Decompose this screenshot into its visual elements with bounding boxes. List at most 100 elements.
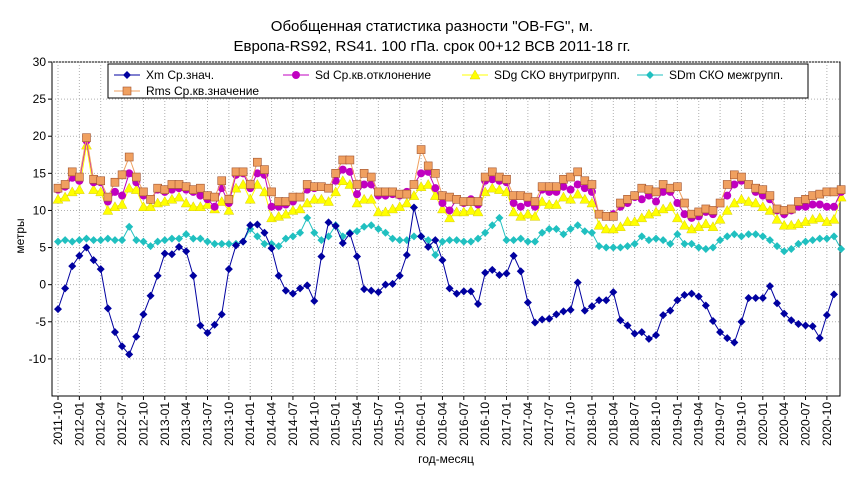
point-xm bbox=[246, 221, 255, 230]
point-sd bbox=[488, 175, 497, 184]
point-rms bbox=[744, 180, 753, 189]
point-rms bbox=[302, 180, 312, 189]
point-sdm bbox=[310, 228, 319, 237]
point-rms bbox=[616, 198, 625, 208]
point-rms bbox=[452, 195, 461, 204]
point-xm bbox=[274, 271, 283, 280]
point-xm bbox=[787, 316, 796, 325]
y-axis-label: метры bbox=[13, 218, 27, 253]
point-rms bbox=[146, 195, 155, 204]
point-sdg bbox=[672, 212, 683, 223]
point-sdm bbox=[652, 234, 661, 243]
point-sdg bbox=[522, 208, 534, 219]
point-rms bbox=[701, 204, 711, 214]
x-tick-label: 2015-07 bbox=[371, 402, 385, 446]
point-sdm bbox=[424, 236, 433, 245]
point-sdm bbox=[602, 243, 611, 252]
point-rms bbox=[374, 187, 383, 197]
point-rms bbox=[786, 204, 796, 214]
x-tick-label: 2012-04 bbox=[94, 402, 108, 446]
point-sdm bbox=[780, 247, 789, 256]
point-rms bbox=[815, 189, 825, 199]
legend-label-sd: Sd Ср.кв.отклонение bbox=[315, 68, 431, 82]
x-tick-label: 2020-07 bbox=[799, 402, 813, 446]
point-sdm bbox=[509, 236, 518, 245]
point-sd bbox=[680, 210, 689, 219]
point-sd bbox=[830, 202, 838, 211]
point-sdg bbox=[95, 186, 107, 197]
point-sdg bbox=[187, 201, 199, 211]
x-tick-label: 2016-10 bbox=[478, 402, 492, 446]
point-sdg bbox=[116, 199, 128, 209]
x-tick-label: 2017-10 bbox=[564, 402, 578, 446]
point-xm bbox=[175, 242, 184, 251]
point-rms bbox=[673, 182, 682, 191]
point-sdm bbox=[374, 225, 383, 233]
x-tick-label: 2014-01 bbox=[243, 402, 257, 446]
point-rms bbox=[267, 187, 276, 197]
point-rms bbox=[722, 180, 732, 189]
point-xm bbox=[381, 280, 390, 289]
point-rms bbox=[174, 180, 184, 189]
point-rms bbox=[765, 191, 775, 200]
point-sdm bbox=[274, 242, 283, 251]
point-sdm bbox=[673, 230, 682, 239]
point-sdm bbox=[474, 234, 483, 243]
point-sdg bbox=[700, 218, 712, 229]
point-xm bbox=[253, 220, 262, 229]
point-sdm bbox=[409, 232, 418, 241]
point-rms bbox=[82, 133, 91, 143]
point-sd bbox=[637, 195, 646, 204]
point-sdm bbox=[360, 222, 369, 231]
point-sdm bbox=[103, 234, 112, 243]
point-xm bbox=[659, 311, 668, 320]
point-sdg bbox=[558, 191, 569, 202]
point-sdg bbox=[173, 191, 185, 202]
x-tick-label: 2019-07 bbox=[713, 402, 727, 446]
point-xm bbox=[231, 241, 240, 250]
point-xm bbox=[737, 317, 746, 326]
point-sdg bbox=[251, 179, 263, 189]
point-rms bbox=[53, 183, 63, 193]
point-xm bbox=[637, 328, 646, 337]
point-sd bbox=[345, 167, 354, 176]
point-sdm bbox=[381, 228, 390, 237]
point-xm bbox=[452, 289, 461, 298]
point-sdm bbox=[822, 234, 831, 243]
point-sdm bbox=[203, 237, 212, 246]
point-xm bbox=[75, 251, 84, 260]
point-sdm bbox=[573, 221, 582, 230]
point-xm bbox=[502, 269, 511, 278]
point-sdm bbox=[773, 242, 782, 251]
point-xm bbox=[167, 250, 176, 259]
point-sdg bbox=[828, 213, 840, 224]
point-sdm bbox=[516, 234, 525, 243]
x-tick-label: 2020-01 bbox=[756, 402, 770, 446]
point-sdm bbox=[680, 239, 689, 248]
point-rms bbox=[530, 197, 540, 206]
y-tick-label: 0 bbox=[39, 278, 46, 292]
point-rms bbox=[217, 176, 227, 186]
point-sdg bbox=[536, 196, 548, 206]
point-sdm bbox=[488, 221, 497, 230]
point-sdg bbox=[244, 193, 256, 204]
y-tick-label: 20 bbox=[33, 129, 47, 143]
point-rms bbox=[801, 195, 810, 204]
point-sdm bbox=[324, 232, 333, 241]
point-rms bbox=[260, 165, 269, 174]
y-tick-label: 10 bbox=[33, 203, 47, 217]
point-sdm bbox=[794, 239, 803, 248]
point-xm bbox=[495, 271, 504, 280]
point-xm bbox=[730, 338, 739, 347]
point-rms bbox=[544, 182, 554, 191]
point-sdm bbox=[175, 234, 184, 243]
point-xm bbox=[296, 284, 305, 293]
point-xm bbox=[488, 265, 497, 274]
x-tick-label: 2019-10 bbox=[734, 402, 748, 446]
point-rms bbox=[281, 197, 291, 206]
point-rms bbox=[680, 198, 689, 208]
point-rms bbox=[274, 197, 283, 206]
point-sd bbox=[730, 180, 739, 189]
point-xm bbox=[765, 282, 774, 291]
point-xm bbox=[566, 305, 575, 314]
